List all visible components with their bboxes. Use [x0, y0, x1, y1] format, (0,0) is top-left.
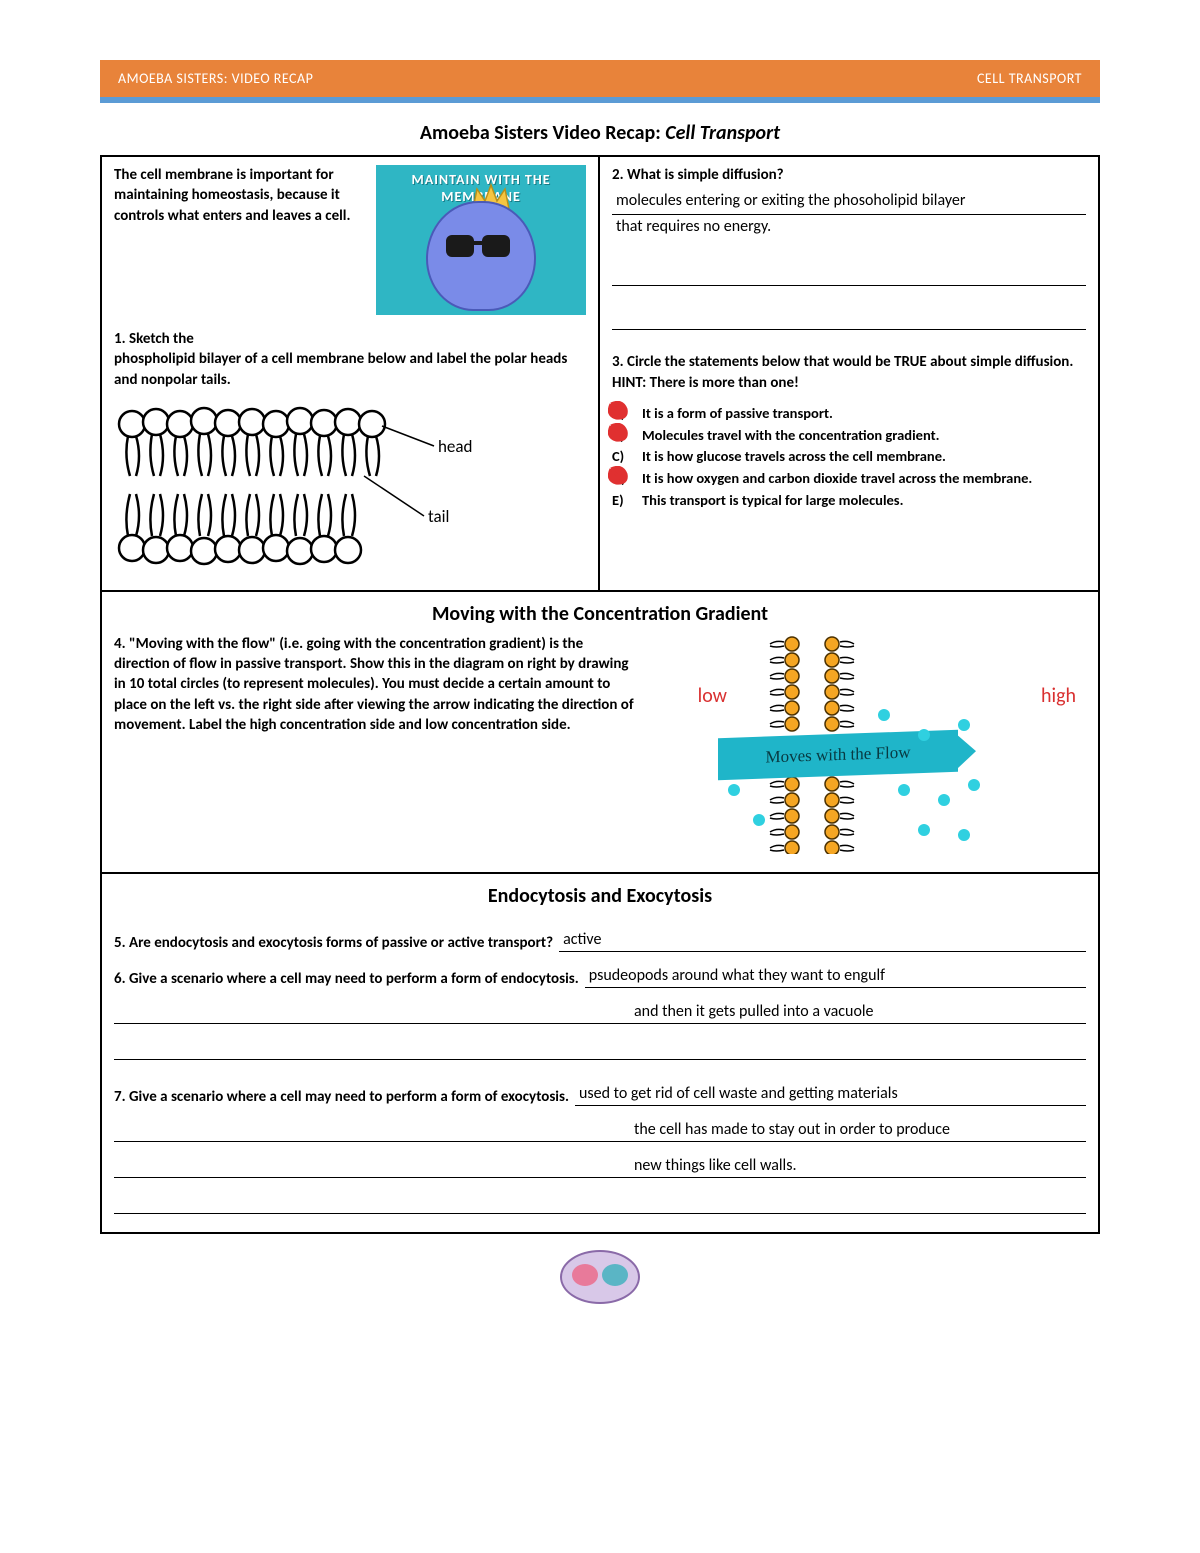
amoeba-illustration: MAINTAIN WITH THE MEMBRANE	[376, 165, 586, 315]
blank-line	[114, 1192, 1086, 1214]
blank-line	[612, 262, 1086, 286]
a2-line1: molecules entering or exiting the phosoh…	[612, 191, 1086, 215]
footer-logo	[100, 1250, 1100, 1309]
a7-l1: used to get rid of cell waste and gettin…	[575, 1084, 1086, 1106]
label-head: head	[438, 436, 472, 457]
a7-l2: the cell has made to stay out in order t…	[114, 1120, 1086, 1142]
q1-line-a: 1. Sketch the	[114, 329, 586, 349]
molecule-dot	[898, 784, 910, 796]
q5: 5. Are endocytosis and exocytosis forms …	[114, 934, 553, 952]
mc-text: It is a form of passive transport.	[642, 403, 833, 425]
mc-text: This transport is typical for large mole…	[642, 490, 903, 512]
circle-mark-icon	[608, 423, 630, 443]
phospholipid-heads-top	[119, 408, 385, 437]
molecule-dot	[728, 784, 740, 796]
label-tail: tail	[428, 506, 449, 527]
mc-text: It is how oxygen and carbon dioxide trav…	[642, 468, 1032, 490]
mc-item: B) Molecules travel with the concentrati…	[612, 425, 1086, 447]
a2-line2: that requires no energy.	[612, 215, 1086, 242]
mc-item: C) It is how glucose travels across the …	[612, 446, 1086, 468]
row-1: The cell membrane is important for maint…	[102, 157, 1098, 592]
circle-mark-icon	[608, 401, 630, 421]
molecule-dot	[938, 794, 950, 806]
molecule-dot	[918, 824, 930, 836]
a5: active	[559, 930, 1086, 952]
page-title: Amoeba Sisters Video Recap: Cell Transpo…	[100, 121, 1100, 145]
circle-mark-icon	[608, 466, 630, 486]
a7-l3: new things like cell walls.	[114, 1156, 1086, 1178]
mc-item: E) This transport is typical for large m…	[612, 490, 1086, 512]
worksheet: The cell membrane is important for maint…	[100, 155, 1100, 1234]
molecule-dot	[753, 814, 765, 826]
q6: 6. Give a scenario where a cell may need…	[114, 970, 579, 988]
title-prefix: Amoeba Sisters Video Recap:	[420, 121, 665, 145]
amoeba-sisters-logo-icon	[560, 1250, 640, 1304]
header-bar: AMOEBA SISTERS: VIDEO RECAP CELL TRANSPO…	[100, 60, 1100, 97]
q2: 2. What is simple diffusion?	[612, 165, 1086, 185]
q1-line-b: phospholipid bilayer of a cell membrane …	[114, 349, 586, 390]
phospholipid-tails-top	[126, 434, 379, 476]
intro-text: The cell membrane is important for maint…	[114, 165, 366, 315]
q4: 4. "Moving with the flow" (i.e. going wi…	[114, 634, 638, 854]
header-right: CELL TRANSPORT	[977, 70, 1082, 87]
phospholipid-heads-bottom	[119, 535, 361, 564]
section3-title: Endocytosis and Exocytosis	[114, 874, 1086, 916]
q3: 3. Circle the statements below that woul…	[612, 352, 1086, 393]
blank-line	[612, 306, 1086, 330]
row-3: Endocytosis and Exocytosis 5. Are endocy…	[102, 874, 1098, 1232]
molecule-dot	[918, 729, 930, 741]
mc-item: A) It is a form of passive transport.	[612, 403, 1086, 425]
mc-text: Molecules travel with the concentration …	[642, 425, 940, 447]
molecule-dot	[958, 719, 970, 731]
row-2: Moving with the Concentration Gradient 4…	[102, 592, 1098, 874]
cell-1-right: 2. What is simple diffusion? molecules e…	[600, 157, 1098, 590]
gradient-diagram: low high	[658, 634, 1086, 854]
a6-l1: psudeopods around what they want to engu…	[585, 966, 1086, 988]
mc-text: It is how glucose travels across the cel…	[642, 446, 946, 468]
molecule-dot	[878, 709, 890, 721]
molecule-dot	[958, 829, 970, 841]
blank-line	[114, 1038, 1086, 1060]
molecule-dot	[968, 779, 980, 791]
q7: 7. Give a scenario where a cell may need…	[114, 1088, 569, 1106]
sunglasses-icon	[446, 235, 510, 262]
bilayer-sketch: head tail	[114, 406, 586, 576]
section2-title: Moving with the Concentration Gradient	[114, 592, 1086, 634]
mc-list: A) It is a form of passive transport. B)…	[612, 403, 1086, 512]
cell-1-left: The cell membrane is important for maint…	[102, 157, 600, 590]
header-left: AMOEBA SISTERS: VIDEO RECAP	[118, 70, 313, 87]
a6-l2: and then it gets pulled into a vacuole	[114, 1002, 1086, 1024]
phospholipid-tails-bottom	[126, 494, 355, 536]
mc-item: D) It is how oxygen and carbon dioxide t…	[612, 468, 1086, 490]
title-topic: Cell Transport	[665, 121, 780, 145]
header-underline	[100, 97, 1100, 103]
